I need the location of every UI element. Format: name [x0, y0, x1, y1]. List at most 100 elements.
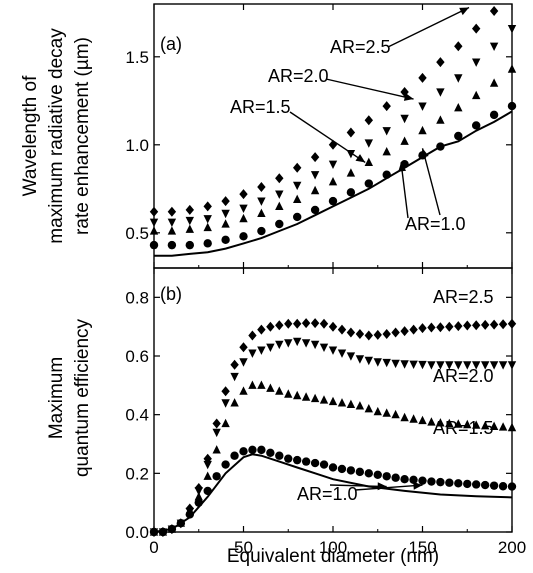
panel-b-point-triangle-down — [301, 339, 311, 348]
panel-a-point-triangle-up — [489, 78, 499, 87]
panel-b-point-diamond — [373, 329, 382, 340]
panel-b-point-triangle-up — [391, 409, 400, 419]
panel-b-point-circle — [373, 470, 382, 479]
panel-b-point-circle — [275, 451, 284, 460]
panel-b-point-triangle-down — [266, 343, 275, 352]
panel-b-point-triangle-down — [382, 358, 391, 368]
panel-b-point-diamond — [230, 359, 239, 370]
panel-a-point-triangle-up — [275, 201, 284, 210]
panel-a-point-triangle-up — [400, 136, 409, 145]
panel-b-point-diamond — [481, 319, 490, 330]
panel-b-point-diamond — [203, 453, 212, 464]
panel-b-point-triangle-up — [472, 420, 481, 429]
panel-b-point-diamond — [301, 318, 311, 329]
panel-a-point-triangle-down — [328, 160, 338, 169]
panel-b-point-triangle-down — [454, 361, 463, 370]
panel-b-point-triangle-up — [400, 412, 409, 422]
x-axis-label: Equivalent diameter (nm) — [227, 546, 439, 567]
panel-b-point-triangle-up — [221, 418, 230, 428]
panel-b-point-triangle-up — [382, 408, 391, 417]
annotation-arrows — [289, 6, 470, 491]
panel-b-point-diamond — [248, 330, 257, 341]
panel-b-ytick-label: 0.2 — [125, 464, 149, 483]
panel-a-point-triangle-down — [167, 218, 177, 227]
panel-a-point-circle — [239, 232, 248, 241]
panel-b-point-diamond — [149, 527, 159, 537]
panel-b-point-circle — [454, 479, 463, 488]
panel-a-annotation-ar-1-5: AR=1.5 — [230, 97, 291, 117]
panel-a-point-diamond — [436, 57, 445, 68]
panel-a-point-diamond — [221, 196, 230, 207]
panel-b-point-triangle-down — [391, 359, 400, 369]
panel-a-ylabel-line3: rate enhancement (µm) — [72, 37, 93, 235]
panel-b-label: (b) — [160, 284, 182, 304]
panel-a-point-triangle-down — [239, 204, 248, 213]
panel-b-point-triangle-up — [248, 380, 257, 389]
panel-b-point-triangle-up — [284, 389, 293, 398]
panel-a-point-triangle-up — [185, 224, 194, 233]
panel-b-point-circle — [293, 455, 302, 465]
panel-a-point-triangle-up — [149, 226, 159, 235]
panel-b-point-triangle-down — [319, 343, 329, 352]
panel-b-point-diamond — [328, 321, 338, 332]
panel-a-series-circle — [149, 101, 517, 250]
panel-b-point-circle — [355, 467, 365, 477]
panel-b-point-triangle-down — [427, 361, 436, 370]
panel-b-ytick-label: 0.4 — [125, 406, 149, 425]
panel-b-point-circle — [472, 480, 481, 489]
panel-b-point-triangle-down — [221, 399, 230, 408]
panel-a-ytick-label: 1.0 — [125, 136, 149, 155]
panel-b-point-triangle-up — [319, 395, 329, 404]
panel-b-point-triangle-down — [472, 361, 481, 370]
panel-b-annotation-ar-1-5: AR=1.5 — [433, 418, 494, 438]
panel-b-point-diamond — [167, 524, 177, 535]
panel-b-point-triangle-up — [489, 421, 499, 430]
panel-b-point-triangle-up — [463, 419, 472, 429]
panel-b-point-triangle-up — [373, 406, 382, 416]
panel-b-point-circle — [203, 486, 212, 496]
panel-a-point-triangle-down — [436, 88, 445, 97]
panel-b-point-triangle-up — [328, 396, 338, 406]
panel-b-point-circle — [391, 473, 400, 482]
panel-b-xtick-label: 100 — [319, 538, 347, 557]
panel-b-point-diamond — [284, 318, 293, 329]
panel-b-point-triangle-up — [310, 393, 320, 403]
panel-b-point-triangle-down — [355, 355, 365, 364]
panel-b-point-triangle-down — [481, 361, 490, 370]
panel-a-point-diamond — [489, 6, 499, 16]
panel-b-point-triangle-up — [266, 383, 275, 392]
panel-b-point-circle — [463, 479, 472, 489]
panel-b-point-triangle-up — [346, 399, 356, 408]
panel-a-point-triangle-up — [454, 103, 463, 112]
panel-b-xtick-label: 50 — [234, 538, 253, 557]
panel-b: Maximum quantum efficiency (b) 0 50 100 150… — [46, 267, 526, 567]
panel-b-point-diamond — [391, 327, 400, 338]
panel-a-point-triangle-down — [382, 127, 391, 136]
panel-b-point-diamond — [445, 321, 454, 332]
panel-b-xtick-label: 150 — [408, 538, 436, 557]
panel-a-point-circle — [454, 131, 463, 141]
panel-b-point-circle — [480, 480, 490, 490]
panel-a-ylabel-line1: Wavelength of — [20, 75, 41, 196]
panel-a-annotation-ar-2-0: AR=2.0 — [268, 66, 329, 86]
arrow-b-ar-1-0-circles — [354, 484, 423, 491]
panel-a-point-triangle-up — [328, 177, 338, 186]
panel-b-point-diamond — [436, 322, 445, 333]
panel-b-annotation-ar-1-0: AR=1.0 — [297, 484, 358, 504]
panel-b-point-circle — [248, 445, 257, 455]
panel-b-point-diamond — [337, 324, 347, 335]
panel-b-point-diamond — [185, 503, 194, 514]
panel-b-point-circle — [489, 481, 499, 490]
panel-b-point-diamond — [310, 318, 320, 329]
panel-b-point-diamond — [355, 329, 365, 339]
panel-b-point-diamond — [266, 321, 275, 332]
panel-a-point-triangle-up — [346, 168, 356, 177]
panel-b-point-triangle-up — [427, 417, 436, 426]
panel-b-point-diamond — [454, 321, 463, 332]
panel-a-ylabel-line2: maximum radiative decay — [46, 28, 67, 244]
panel-b-ylabel-line2: quantum efficiency — [72, 318, 93, 477]
panel-b-point-triangle-down — [310, 340, 320, 350]
panel-b-point-triangle-down — [489, 361, 499, 370]
panel-b-point-triangle-down — [436, 361, 445, 370]
panel-b-point-triangle-down — [373, 358, 382, 367]
